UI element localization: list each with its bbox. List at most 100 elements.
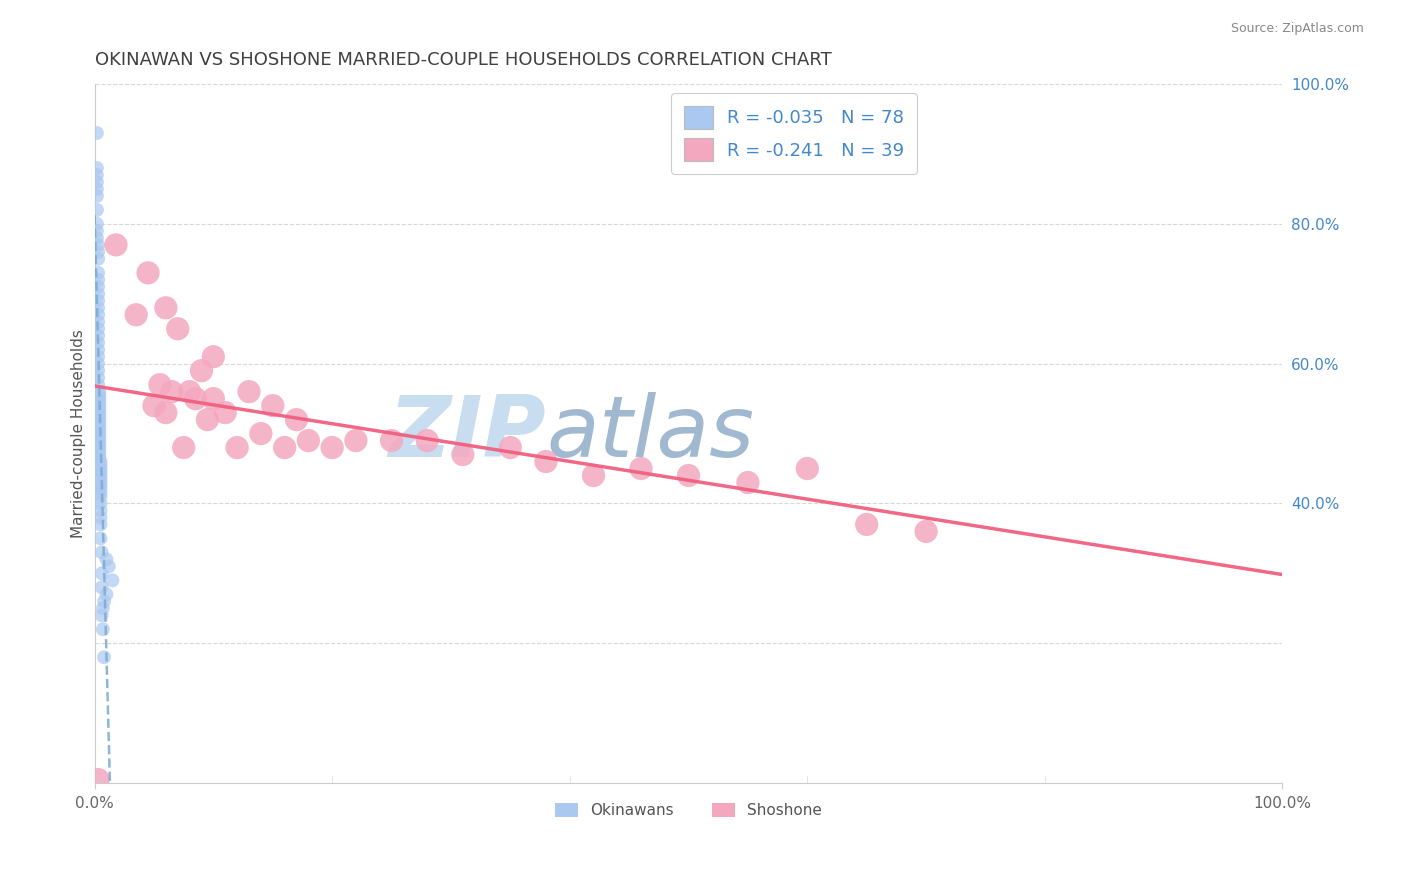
Point — [499, 441, 522, 455]
Point — [89, 479, 111, 493]
Point — [297, 434, 319, 448]
Point — [93, 594, 115, 608]
Text: OKINAWAN VS SHOSHONE MARRIED-COUPLE HOUSEHOLDS CORRELATION CHART: OKINAWAN VS SHOSHONE MARRIED-COUPLE HOUS… — [94, 51, 831, 69]
Point — [89, 461, 111, 475]
Point — [86, 168, 108, 182]
Point — [89, 503, 111, 517]
Point — [97, 559, 120, 574]
Point — [582, 468, 605, 483]
Point — [89, 388, 111, 402]
Point — [86, 202, 108, 217]
Point — [87, 322, 110, 336]
Point — [630, 461, 652, 475]
Point — [416, 434, 439, 448]
Point — [89, 419, 111, 434]
Point — [87, 301, 110, 315]
Point — [87, 252, 110, 266]
Point — [915, 524, 938, 539]
Point — [143, 399, 166, 413]
Point — [90, 580, 112, 594]
Point — [197, 412, 219, 426]
Point — [855, 517, 877, 532]
Point — [149, 377, 172, 392]
Point — [86, 224, 108, 238]
Point — [89, 496, 111, 510]
Point — [86, 175, 108, 189]
Point — [451, 448, 474, 462]
Point — [89, 532, 111, 546]
Point — [173, 441, 195, 455]
Point — [89, 441, 111, 455]
Point — [89, 437, 111, 451]
Point — [155, 301, 177, 315]
Point — [202, 350, 225, 364]
Point — [89, 454, 111, 468]
Point — [737, 475, 759, 490]
Point — [89, 412, 111, 426]
Y-axis label: Married-couple Households: Married-couple Households — [72, 329, 86, 538]
Text: atlas: atlas — [546, 392, 754, 475]
Point — [87, 370, 110, 384]
Point — [86, 161, 108, 175]
Text: Source: ZipAtlas.com: Source: ZipAtlas.com — [1230, 22, 1364, 36]
Point — [87, 293, 110, 308]
Legend: Okinawans, Shoshone: Okinawans, Shoshone — [548, 797, 828, 824]
Point — [155, 406, 177, 420]
Point — [380, 434, 402, 448]
Point — [202, 392, 225, 406]
Point — [87, 335, 110, 350]
Point — [87, 377, 110, 392]
Point — [89, 486, 111, 500]
Point — [89, 475, 111, 490]
Point — [87, 315, 110, 329]
Point — [93, 650, 115, 665]
Point — [796, 461, 818, 475]
Point — [89, 395, 111, 409]
Point — [89, 517, 111, 532]
Point — [89, 416, 111, 430]
Point — [285, 412, 308, 426]
Point — [90, 566, 112, 581]
Point — [87, 238, 110, 252]
Point — [87, 308, 110, 322]
Point — [125, 308, 148, 322]
Point — [87, 266, 110, 280]
Point — [89, 430, 111, 444]
Point — [273, 441, 295, 455]
Point — [90, 545, 112, 559]
Point — [89, 468, 111, 483]
Point — [90, 608, 112, 623]
Point — [238, 384, 260, 399]
Point — [250, 426, 273, 441]
Point — [89, 406, 111, 420]
Point — [87, 280, 110, 294]
Point — [89, 448, 111, 462]
Point — [91, 601, 114, 615]
Point — [262, 399, 284, 413]
Point — [179, 384, 201, 399]
Point — [104, 238, 127, 252]
Point — [101, 574, 124, 588]
Point — [86, 189, 108, 203]
Text: ZIP: ZIP — [388, 392, 546, 475]
Point — [89, 392, 111, 406]
Point — [87, 364, 110, 378]
Point — [184, 392, 207, 406]
Point — [89, 451, 111, 466]
Point — [89, 399, 111, 413]
Point — [160, 384, 183, 399]
Point — [136, 266, 159, 280]
Point — [96, 587, 118, 601]
Point — [87, 273, 110, 287]
Point — [678, 468, 700, 483]
Point — [226, 441, 249, 455]
Point — [86, 217, 108, 231]
Point — [89, 426, 111, 441]
Point — [89, 472, 111, 486]
Point — [87, 772, 110, 787]
Point — [87, 328, 110, 343]
Point — [89, 483, 111, 497]
Point — [214, 406, 236, 420]
Point — [86, 126, 108, 140]
Point — [89, 402, 111, 417]
